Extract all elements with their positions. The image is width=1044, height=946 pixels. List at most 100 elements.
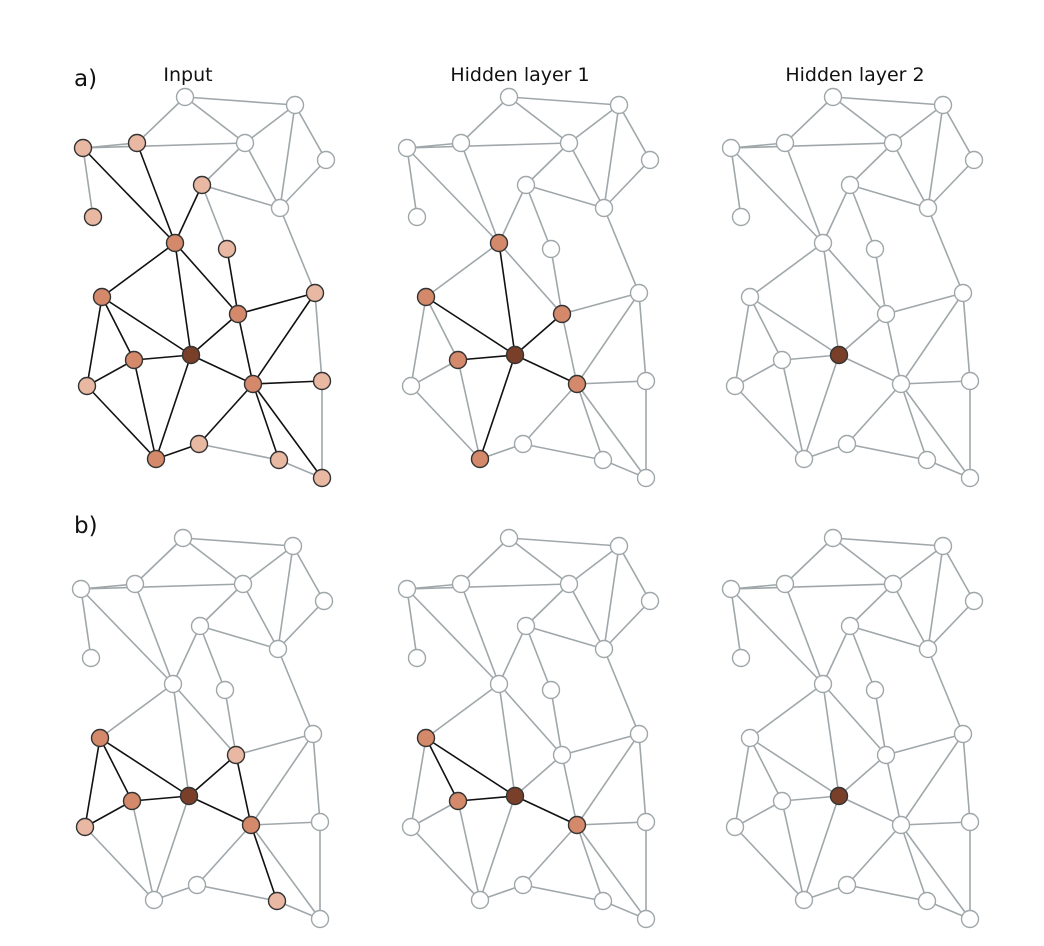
graph-edge [822, 242, 887, 315]
graph-node [316, 150, 336, 170]
graph-node [636, 468, 656, 488]
active-edge [101, 296, 192, 356]
active-edge [84, 737, 101, 828]
active-edge [174, 242, 192, 356]
center-node [179, 786, 199, 806]
graph-node [876, 304, 896, 324]
graph-edge [576, 383, 647, 479]
center-node [829, 345, 849, 365]
graph-edge [199, 583, 244, 627]
neighbor-node [146, 449, 166, 469]
graph-node [636, 371, 656, 391]
graph-node [175, 87, 195, 107]
graph-edge [224, 689, 237, 756]
graph-edge [784, 142, 824, 244]
graph-node [813, 233, 833, 253]
graph-edge [730, 583, 894, 590]
graph-node [840, 175, 860, 195]
active-edge [425, 296, 516, 356]
graph-edge [885, 292, 964, 315]
graph-edge [198, 443, 280, 461]
graph-edge [250, 824, 321, 920]
active-edge [252, 383, 280, 461]
graph-edge [182, 537, 244, 585]
graph-edge [784, 583, 824, 685]
graph-node [837, 875, 857, 895]
graph-edge [803, 354, 840, 460]
graph-edge [900, 383, 971, 479]
graph-edge [250, 733, 314, 826]
graph-edge [294, 104, 327, 161]
graph-edge [846, 824, 902, 886]
graph-edge [514, 754, 563, 797]
neighbor-node [567, 815, 587, 835]
active-edge [237, 313, 254, 385]
graph-node [594, 639, 614, 659]
graph-edge [749, 296, 783, 361]
graph-edge [846, 443, 928, 461]
graph-edge [406, 583, 570, 590]
active-edge [514, 795, 578, 826]
graph-edge [550, 689, 563, 756]
graph-node [960, 468, 980, 488]
graph-node [731, 207, 751, 227]
graph-edge [838, 354, 902, 385]
graph-edge [406, 142, 570, 149]
graph-edge [846, 884, 928, 902]
graph-edge [172, 683, 237, 756]
graph-edge [832, 537, 894, 585]
graph-node [516, 616, 536, 636]
graph-node [401, 376, 421, 396]
neighbor-node [165, 233, 185, 253]
graph-edge [522, 443, 604, 461]
graph-edge [749, 737, 840, 797]
graph-node [81, 648, 101, 668]
graph-node [559, 574, 579, 594]
neighbor-node [312, 468, 332, 488]
graph-edge [576, 821, 647, 826]
graph-node [499, 87, 519, 107]
active-edge [174, 242, 239, 315]
graph-edge [460, 537, 510, 585]
graph-edge [849, 625, 929, 650]
graph-edge [576, 824, 647, 920]
neighbor-node [92, 287, 112, 307]
neighbor-node [489, 233, 509, 253]
graph-node [190, 616, 210, 636]
graph-node [407, 207, 427, 227]
graph-edge [277, 600, 325, 650]
graph-edge [525, 625, 552, 691]
active-edge [514, 354, 578, 385]
graph-edge [172, 625, 201, 685]
active-edge [82, 147, 176, 244]
graph-edge [277, 648, 314, 735]
graph-edge [849, 583, 894, 627]
graph-edge [314, 292, 323, 382]
graph-edge [279, 159, 327, 209]
neighbor-node [416, 728, 436, 748]
graph-node [964, 591, 984, 611]
graph-edge [425, 296, 459, 361]
graph-node [470, 890, 490, 910]
active-edge [86, 296, 103, 387]
graph-node [837, 434, 857, 454]
graph-node [516, 175, 536, 195]
active-edge [99, 737, 133, 802]
graph-edge [730, 147, 824, 244]
graph-edge [892, 583, 929, 650]
active-edge [99, 737, 190, 797]
graph-node [918, 198, 938, 218]
graph-edge [576, 380, 647, 385]
active-edge [235, 754, 252, 826]
graph-node [125, 574, 145, 594]
column-label-input: Input [163, 64, 212, 86]
neighbor-node [228, 304, 248, 324]
graph-edge [892, 142, 929, 209]
graph-node [883, 133, 903, 153]
graph-edge [822, 242, 840, 356]
neighbor-node [189, 434, 209, 454]
graph-edge [460, 142, 500, 244]
graph-edge [561, 733, 640, 756]
graph-node [235, 133, 255, 153]
graph-node [813, 674, 833, 694]
